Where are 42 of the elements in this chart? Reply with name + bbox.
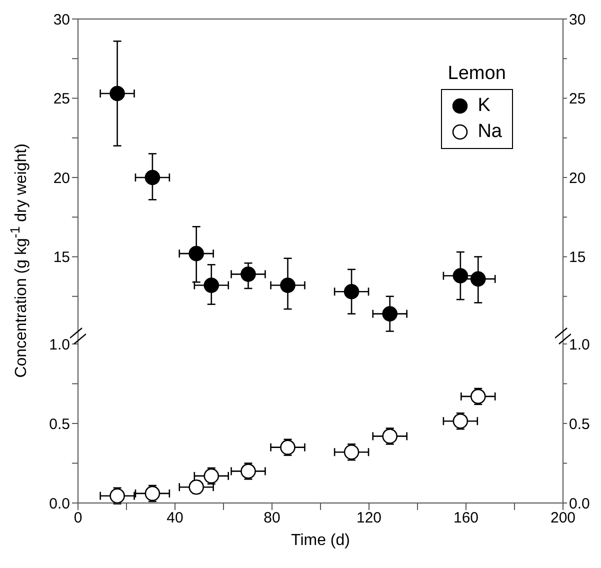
y-tick-label: 15 [53, 249, 70, 266]
x-axis-title: Time (d) [291, 532, 350, 549]
point [382, 428, 398, 444]
y2-tick-label: 15 [569, 249, 586, 266]
point [452, 413, 468, 429]
point [344, 444, 360, 460]
x-tick-label: 200 [550, 510, 576, 527]
point [280, 278, 296, 293]
point [240, 464, 256, 479]
point [110, 86, 125, 102]
x-tick-label: 120 [356, 510, 382, 527]
legend-label: K [478, 95, 490, 117]
x-tick-label: 80 [264, 510, 280, 527]
point [188, 246, 204, 262]
text: Na [478, 121, 502, 143]
y-tick-label: 25 [53, 90, 70, 108]
x-tick-label: 160 [453, 510, 479, 527]
y-tick-label: 0.0 [49, 495, 70, 512]
point [470, 271, 486, 287]
y2-tick-label: 0.0 [569, 495, 590, 512]
point [344, 284, 360, 300]
y-tick-label: 0.5 [49, 416, 70, 433]
point [144, 486, 160, 502]
y2-tick-label: 1.0 [569, 336, 590, 354]
y2-tick-label: 0.5 [569, 416, 590, 433]
x-tick-label: 40 [166, 510, 184, 527]
point [280, 440, 296, 455]
point [452, 268, 468, 284]
point [144, 170, 160, 186]
point [240, 266, 256, 282]
point [470, 388, 486, 404]
y2-tick-label: 30 [569, 11, 586, 28]
y-tick-label: 1.0 [49, 336, 70, 354]
legend-title: Lemon [446, 63, 507, 85]
y2-tick-label: 20 [569, 170, 586, 187]
y2-tick-label: 25 [569, 90, 586, 108]
point [382, 306, 398, 322]
y-tick-label: 30 [53, 11, 70, 28]
x-tick-label: 0 [74, 510, 82, 527]
point [204, 278, 220, 293]
y-tick-label: 20 [53, 170, 70, 187]
point [110, 488, 125, 503]
